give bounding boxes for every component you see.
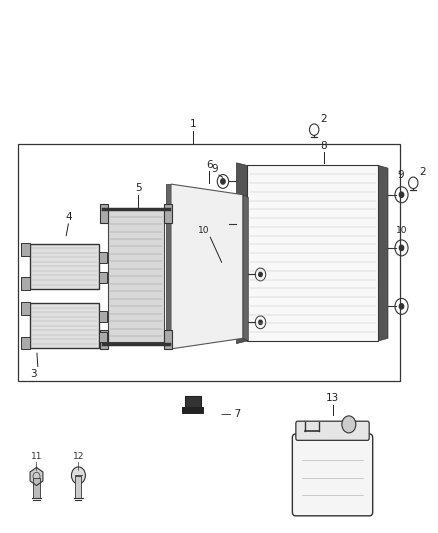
Bar	[99, 272, 107, 283]
Circle shape	[221, 179, 225, 184]
Text: 9: 9	[397, 170, 404, 180]
Text: 1: 1	[190, 119, 196, 130]
Bar	[100, 204, 108, 223]
Bar	[29, 244, 99, 289]
FancyBboxPatch shape	[296, 421, 369, 440]
Bar	[33, 478, 40, 498]
Text: 6: 6	[206, 160, 213, 169]
Bar	[21, 243, 29, 256]
Bar	[108, 209, 164, 342]
Circle shape	[342, 416, 356, 433]
Bar	[21, 337, 29, 349]
Circle shape	[221, 221, 225, 227]
Polygon shape	[378, 165, 388, 341]
Text: 8: 8	[321, 141, 327, 151]
Bar	[21, 277, 29, 290]
Text: 13: 13	[326, 393, 339, 403]
Text: 10: 10	[396, 226, 408, 235]
Text: 11: 11	[31, 451, 42, 461]
Circle shape	[259, 320, 262, 325]
Circle shape	[71, 467, 85, 484]
Text: 3: 3	[30, 368, 37, 378]
Bar	[247, 165, 378, 341]
Circle shape	[399, 304, 404, 309]
Polygon shape	[30, 467, 43, 486]
Bar	[18, 144, 400, 381]
Polygon shape	[171, 184, 243, 349]
Bar	[75, 477, 81, 498]
Polygon shape	[243, 195, 248, 341]
Text: 2: 2	[419, 167, 426, 177]
Bar	[164, 204, 172, 223]
Text: 5: 5	[135, 183, 141, 193]
Text: 9: 9	[212, 164, 218, 174]
FancyBboxPatch shape	[292, 434, 373, 516]
Bar	[164, 330, 172, 349]
Text: 4: 4	[65, 212, 72, 222]
Bar	[166, 184, 171, 349]
Bar	[100, 330, 108, 349]
Bar	[185, 396, 201, 408]
Text: — 7: — 7	[221, 409, 241, 419]
Circle shape	[259, 272, 262, 277]
Text: 10: 10	[198, 227, 209, 236]
Circle shape	[399, 192, 404, 197]
Bar	[99, 252, 107, 263]
Bar	[99, 311, 107, 322]
Polygon shape	[237, 163, 247, 344]
Text: 12: 12	[73, 451, 84, 461]
Bar	[99, 332, 107, 342]
Bar	[21, 302, 29, 315]
Circle shape	[399, 245, 404, 251]
Bar	[182, 407, 203, 413]
Bar	[29, 303, 99, 348]
Text: 2: 2	[320, 114, 327, 124]
